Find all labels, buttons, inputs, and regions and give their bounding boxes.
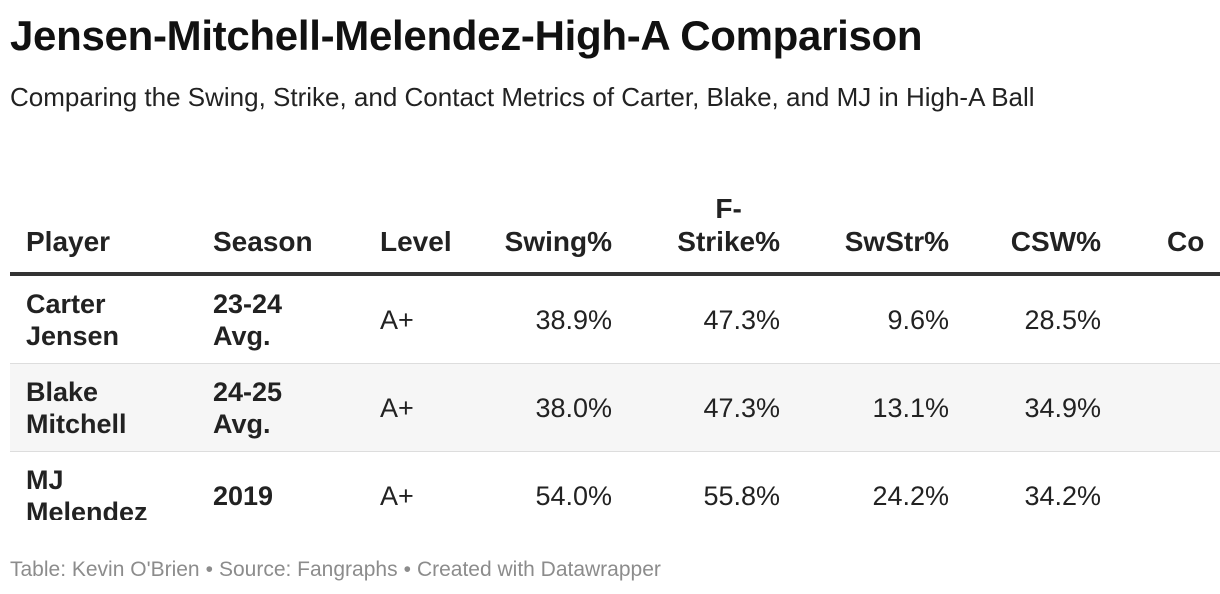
f-strike-cell: 47.3% (612, 363, 780, 452)
f-strike-header-line2: Strike% (677, 226, 780, 257)
swstr-cell: 9.6% (780, 274, 949, 364)
player-cell: Blake Mitchell (10, 363, 197, 452)
f-strike-header-label: F- Strike% (677, 192, 780, 258)
f-strike-header-line1: F- (715, 193, 742, 224)
contact-cell (1101, 452, 1220, 521)
swstr-cell: 24.2% (872, 480, 949, 511)
table-row: MJ Melendez 2019 A+ 54.0% 55.8% 24.2% 34… (10, 452, 1220, 521)
player-first-name: Carter (26, 288, 106, 319)
header-row: Player Season Level Swing% F- Strike% Sw… (10, 160, 1220, 276)
comparison-table: Player Season Level Swing% F- Strike% Sw… (10, 160, 1220, 520)
csw-cell: 34.2% (1024, 480, 1101, 511)
level-cell: A+ (364, 274, 471, 364)
column-header-swing[interactable]: Swing% (471, 160, 612, 276)
season-line1: 24-25 (213, 376, 283, 407)
column-header-level[interactable]: Level (364, 160, 471, 276)
player-first-name: MJ (26, 464, 64, 495)
season-line2: Avg. (213, 408, 271, 439)
season-line2: Avg. (213, 320, 271, 351)
swing-cell: 38.0% (471, 363, 612, 452)
player-last-name: Melendez (26, 496, 148, 521)
table-footer: Table: Kevin O'Brien • Source: Fangraphs • C… (10, 558, 661, 582)
swing-cell: 38.9% (471, 274, 612, 364)
table-subtitle: Comparing the Swing, Strike, and Contact… (10, 82, 1035, 112)
f-strike-cell: 47.3% (612, 274, 780, 364)
footer-source: Source: Fangraphs (218, 558, 398, 581)
player-first-name: Blake (26, 376, 99, 407)
table-scroll-area[interactable]: Player Season Level Swing% F- Strike% Sw… (10, 160, 1220, 520)
season-cell: 23-24 Avg. (197, 274, 364, 364)
footer-created-with[interactable]: Created with Datawrapper (416, 558, 661, 581)
column-header-season[interactable]: Season (197, 160, 364, 276)
table-row: Carter Jensen 23-24 Avg. A+ 38.9% 47.3% … (10, 274, 1220, 364)
csw-cell: 34.9% (949, 363, 1101, 452)
datawrapper-table-embed: Jensen-Mitchell-Melendez-High-A Comparis… (10, 0, 1220, 594)
column-header-player[interactable]: Player (10, 160, 197, 276)
table-row: Blake Mitchell 24-25 Avg. A+ 38.0% 47.3%… (10, 363, 1220, 452)
player-cell: Carter Jensen (10, 274, 197, 364)
column-header-swstr[interactable]: SwStr% (780, 160, 949, 276)
player-cell: MJ Melendez (10, 452, 197, 521)
column-header-contact[interactable]: Co (1101, 160, 1220, 276)
level-cell: A+ (364, 363, 471, 452)
column-header-f-strike[interactable]: F- Strike% (612, 160, 780, 276)
csw-cell: 28.5% (949, 274, 1101, 364)
player-last-name: Jensen (26, 320, 120, 351)
season-line1: 23-24 (213, 288, 283, 319)
footer-separator: • (205, 558, 213, 581)
f-strike-cell: 55.8% (703, 480, 780, 511)
column-header-csw[interactable]: CSW% (949, 160, 1101, 276)
contact-cell (1101, 363, 1220, 452)
swstr-cell: 13.1% (780, 363, 949, 452)
level-cell: A+ (380, 480, 414, 511)
footer-separator: • (403, 558, 411, 581)
season-line1: 2019 (213, 480, 274, 511)
swing-cell: 54.0% (535, 480, 612, 511)
contact-cell (1101, 274, 1220, 364)
table-title: Jensen-Mitchell-Melendez-High-A Comparis… (10, 12, 923, 59)
player-last-name: Mitchell (26, 408, 127, 439)
season-cell: 2019 (197, 452, 364, 521)
footer-table-credit: Table: Kevin O'Brien (10, 558, 200, 581)
season-cell: 24-25 Avg. (197, 363, 364, 452)
